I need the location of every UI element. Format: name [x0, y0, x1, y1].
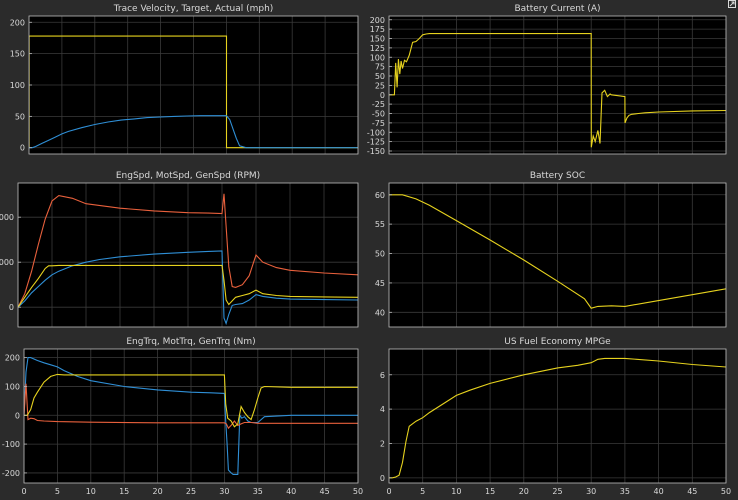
torques-xtick-label: 45 — [320, 487, 330, 496]
torques-ytick-label: -100 — [2, 440, 20, 449]
battery-current-ytick-label: 0 — [380, 91, 385, 100]
battery-soc-ytick-label: 60 — [375, 191, 385, 200]
battery-current-ytick-label: -125 — [367, 138, 385, 147]
battery-current-ytick-label: 125 — [370, 44, 385, 53]
torques-xtick-label: 10 — [86, 487, 96, 496]
battery-current-series-1 — [389, 33, 726, 148]
fuel-economy-xtick-label: 5 — [420, 487, 425, 496]
battery-current-ytick-label: 50 — [375, 72, 385, 81]
trace-velocity-ytick-label: 100 — [10, 81, 25, 90]
fuel-economy-xtick-label: 0 — [386, 487, 391, 496]
fuel-economy-ytick-label: 0 — [380, 474, 385, 483]
torques-series-3 — [24, 373, 358, 428]
trace-velocity-series-2 — [29, 115, 358, 149]
torques-xtick-label: 35 — [253, 487, 263, 496]
torques-xtick-label: 5 — [55, 487, 60, 496]
chart-speeds: 0 5000 10000 EngSpd, MotSpd, GenSpd (RPM) — [0, 171, 359, 328]
speeds-ytick-label: 5000 — [0, 258, 14, 267]
trace-velocity-ytick-label: 150 — [10, 50, 25, 59]
fuel-economy-xtick-label: 30 — [586, 487, 596, 496]
battery-soc-ytick-label: 50 — [375, 250, 385, 259]
battery-current-ytick-label: -50 — [372, 110, 385, 119]
battery-soc-series-1 — [389, 194, 726, 309]
undock-icon[interactable] — [728, 0, 736, 8]
battery-current-title: Battery Current (A) — [514, 4, 600, 14]
speeds-series-3 — [18, 264, 358, 308]
speeds-series-2 — [18, 250, 358, 326]
trace-velocity-ytick-label: 0 — [20, 144, 25, 153]
fuel-economy-xtick-label: 15 — [485, 487, 495, 496]
fuel-economy-axes-border — [388, 348, 727, 484]
battery-current-ytick-label: -100 — [367, 128, 385, 137]
trace-velocity-title: Trace Velocity, Target, Actual (mph) — [113, 4, 274, 14]
torques-xtick-label: 50 — [353, 487, 363, 496]
trace-velocity-ytick-label: 200 — [10, 18, 25, 27]
torques-xtick-label: 0 — [21, 487, 26, 496]
fuel-economy-xtick-label: 35 — [620, 487, 630, 496]
fuel-economy-xtick-label: 25 — [552, 487, 562, 496]
torques-ytick-label: 100 — [5, 382, 20, 391]
chart-battery-soc: 40 45 50 55 60 Battery SOC — [375, 171, 727, 328]
battery-current-ytick-label: 25 — [375, 81, 385, 90]
speeds-title: EngSpd, MotSpd, GenSpd (RPM) — [116, 171, 260, 181]
speeds-series-1 — [18, 193, 358, 308]
fuel-economy-xtick-label: 20 — [519, 487, 529, 496]
battery-current-ytick-label: -25 — [372, 100, 385, 109]
torques-ytick-label: -200 — [2, 469, 20, 478]
trace-velocity-ytick-label: 50 — [15, 112, 25, 121]
fuel-economy-ytick-label: 2 — [380, 439, 385, 448]
torques-ytick-label: 0 — [15, 411, 20, 420]
battery-soc-axes-border — [388, 182, 727, 328]
battery-current-ytick-label: 75 — [375, 63, 385, 72]
fuel-economy-title: US Fuel Economy MPGe — [504, 337, 611, 347]
speeds-ytick-label: 10000 — [0, 213, 14, 222]
torques-series-2 — [24, 383, 358, 430]
battery-soc-ytick-label: 40 — [375, 308, 385, 317]
battery-current-ytick-label: 175 — [370, 25, 385, 34]
fuel-economy-xtick-label: 45 — [687, 487, 697, 496]
battery-current-ytick-label: -75 — [372, 119, 385, 128]
battery-current-ytick-label: -150 — [367, 147, 385, 156]
fuel-economy-xtick-label: 50 — [721, 487, 731, 496]
speeds-ytick-label: 0 — [9, 303, 14, 312]
chart-fuel-economy: 0 2 4 6 0 5 10 15 20 25 30 35 40 45 50 US Fuel Economy … — [380, 337, 731, 496]
torques-xtick-label: 15 — [119, 487, 129, 496]
torques-xtick-label: 20 — [153, 487, 163, 496]
battery-soc-ytick-label: 45 — [375, 279, 385, 288]
fuel-economy-series-1 — [389, 357, 726, 479]
torques-title: EngTrq, MotTrq, GenTrq (Nm) — [126, 337, 255, 347]
torques-xtick-label: 40 — [286, 487, 296, 496]
battery-current-ytick-label: 200 — [370, 16, 385, 25]
fuel-economy-ytick-label: 6 — [380, 371, 385, 380]
fuel-economy-xtick-label: 10 — [451, 487, 461, 496]
chart-battery-current: -150-125-100-75-50-250255075100125150175… — [367, 4, 727, 156]
torques-xtick-label: 25 — [186, 487, 196, 496]
torques-ytick-label: 200 — [5, 354, 20, 363]
chart-torques: -200 -100 0 100 200 0 5 10 15 20 25 30 35 40 45 50 EngTr… — [2, 337, 363, 496]
battery-current-ytick-label: 150 — [370, 35, 385, 44]
torques-axes-border — [23, 348, 359, 484]
battery-soc-ytick-label: 55 — [375, 220, 385, 229]
battery-soc-title: Battery SOC — [530, 171, 585, 181]
battery-current-ytick-label: 100 — [370, 53, 385, 62]
torques-xtick-label: 30 — [219, 487, 229, 496]
fuel-economy-xtick-label: 40 — [654, 487, 664, 496]
fuel-economy-ytick-label: 4 — [380, 405, 385, 414]
chart-trace-velocity: 0 50 100 150 200 Trace Velocity, Target, Actu… — [10, 4, 359, 155]
speeds-axes-border — [17, 182, 359, 328]
